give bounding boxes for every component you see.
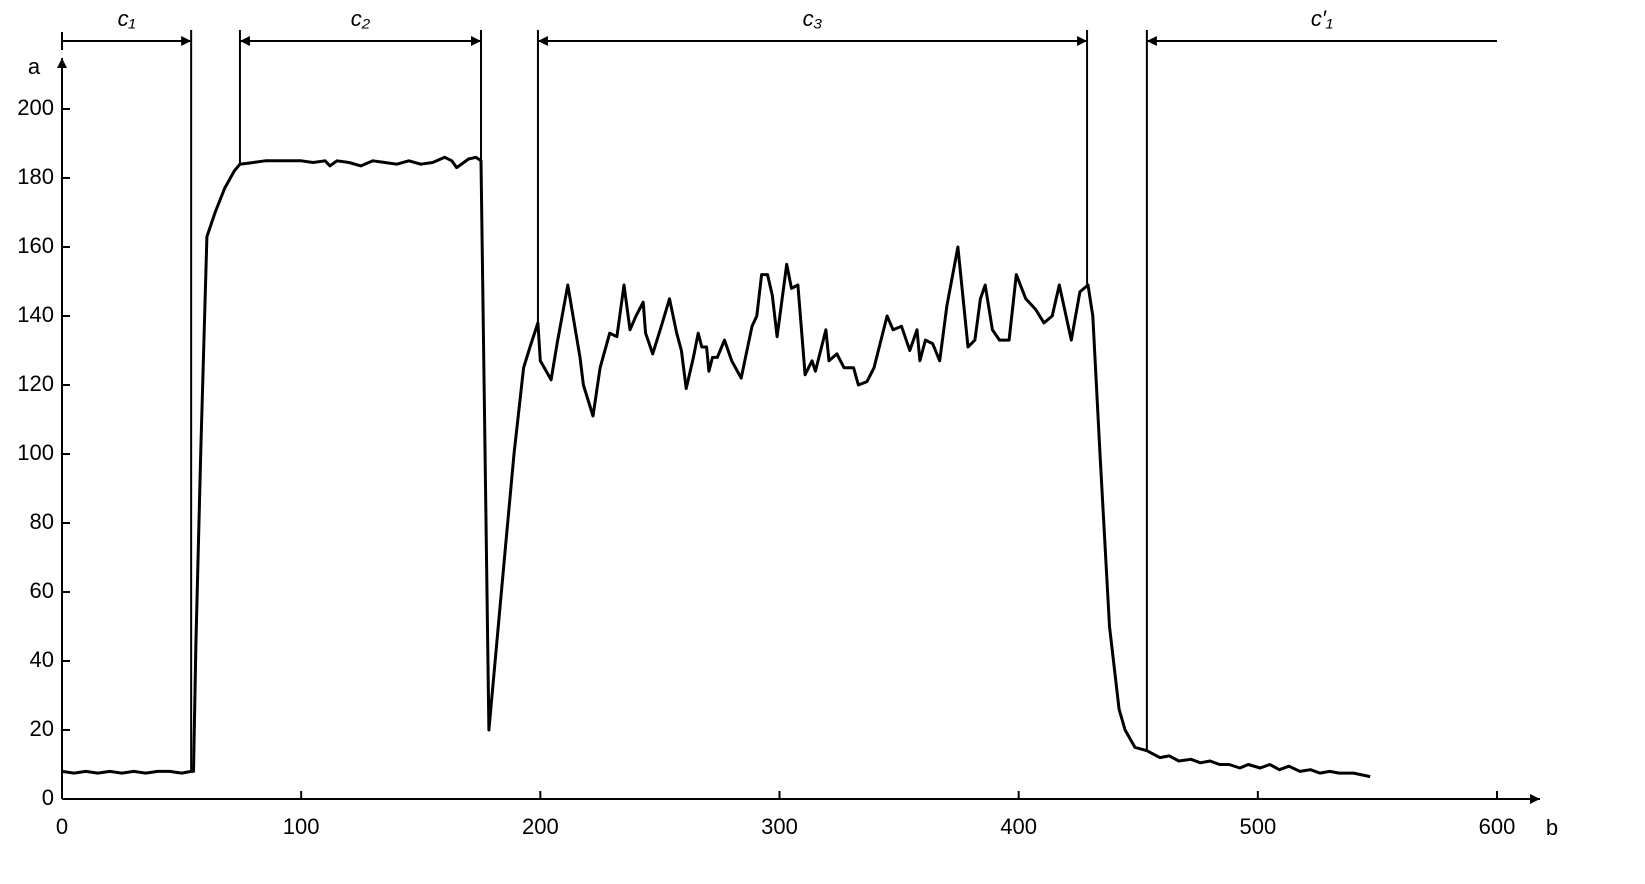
x-tick-label: 200 — [522, 814, 559, 839]
span-label: c₁ — [118, 6, 136, 31]
y-tick-label: 0 — [42, 785, 54, 810]
x-tick-label: 500 — [1239, 814, 1276, 839]
y-tick-label: 40 — [30, 647, 54, 672]
line-series — [61, 155, 1371, 779]
span-label: c′₁ — [1311, 6, 1333, 31]
y-tick-label: 100 — [17, 440, 54, 465]
x-tick-label: 600 — [1479, 814, 1516, 839]
y-tick-label: 140 — [17, 302, 54, 327]
y-tick-label: 200 — [17, 95, 54, 120]
x-tick-label: 100 — [283, 814, 320, 839]
span-label: c₃ — [803, 6, 823, 31]
y-tick-label: 180 — [17, 164, 54, 189]
y-tick-label: 20 — [30, 716, 54, 741]
y-tick-label: 120 — [17, 371, 54, 396]
y-tick-label: 60 — [30, 578, 54, 603]
y-axis-label: a — [28, 54, 41, 79]
x-axis-label: b — [1546, 815, 1558, 840]
span-label: c₂ — [351, 6, 371, 31]
y-tick-label: 160 — [17, 233, 54, 258]
y-tick-label: 80 — [30, 509, 54, 534]
x-tick-label: 300 — [761, 814, 798, 839]
x-tick-label: 400 — [1000, 814, 1037, 839]
x-tick-label: 0 — [56, 814, 68, 839]
